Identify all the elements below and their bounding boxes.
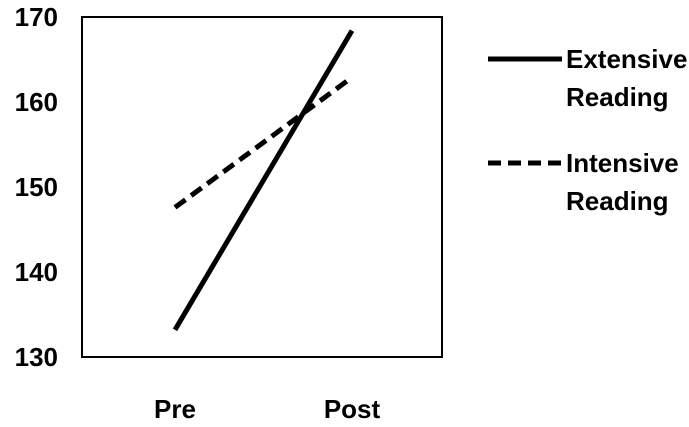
- series-lines: [172, 29, 355, 332]
- x-tick-label-post: Post: [324, 394, 381, 424]
- legend-label-intensive-reading-line-1: Intensive: [566, 148, 679, 178]
- legend-label-intensive-reading-line-2: Reading: [566, 186, 669, 216]
- y-tick-label-170: 170: [15, 2, 58, 32]
- legend-label-extensive-reading-line-1: Extensive: [566, 44, 687, 74]
- y-tick-label-150: 150: [15, 172, 58, 202]
- series-line-intensive-reading: [173, 75, 354, 210]
- y-axis-tick-labels: 130 140 150 160 170: [15, 2, 58, 372]
- x-axis-tick-labels: Pre Post: [154, 394, 380, 424]
- y-tick-label-140: 140: [15, 257, 58, 287]
- legend-label-extensive-reading-line-2: Reading: [566, 82, 669, 112]
- series-line-extensive-reading: [172, 29, 355, 332]
- y-tick-label-130: 130: [15, 342, 58, 372]
- x-tick-label-pre: Pre: [154, 394, 196, 424]
- legend: Extensive Reading Intensive Reading: [488, 44, 687, 216]
- plot-area-frame: [81, 16, 443, 358]
- y-tick-label-160: 160: [15, 87, 58, 117]
